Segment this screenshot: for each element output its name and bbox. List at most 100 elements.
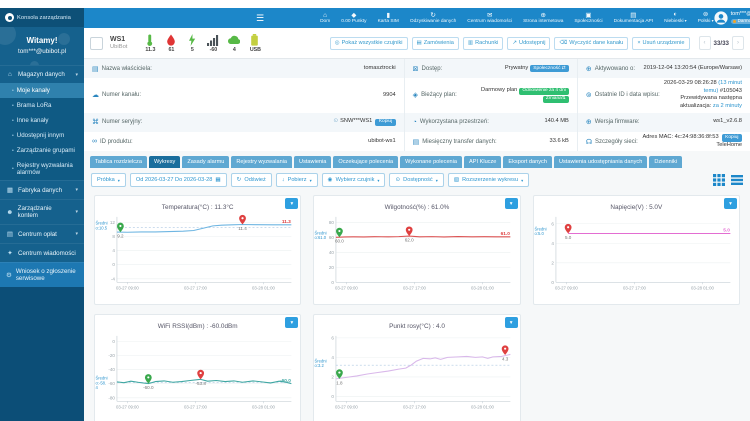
user-menu[interactable]: tom***@ubibot.pl Darmowe ▾ <box>714 11 750 25</box>
nav-item-dokumentacja-api[interactable]: ▤ Dokumentacja API <box>614 11 653 25</box>
tab-eksport-danych[interactable]: Eksport danych <box>503 156 552 169</box>
prev-channel-button[interactable]: ‹ <box>698 36 711 50</box>
sensor-temperature[interactable]: 11.3 <box>144 34 156 53</box>
sidebar-item-fabryka-danych[interactable]: ▦ Fabryka danych ▾ <box>0 180 84 199</box>
chart-collapse-button[interactable]: ▾ <box>504 317 518 329</box>
filter-wybierz-czujnik[interactable]: ◉ Wybierz czujnik ▾ <box>321 173 386 188</box>
nav-item-karta-sim[interactable]: ▮ Karta SIM <box>378 11 399 25</box>
rachunki-button[interactable]: ▥ Rachunki <box>462 36 504 50</box>
sidebar-item-brama-lora[interactable]: • Brama LoRa <box>0 98 84 113</box>
device-checkbox[interactable] <box>90 36 103 50</box>
sidebar-item-rejestry-wyzwalania-alarm-w[interactable]: • Rejestry wyzwalania alarmów <box>0 158 84 180</box>
info-label: ◈ Bieżący plan: <box>412 92 457 100</box>
svg-text:03-27 09:00: 03-27 09:00 <box>335 286 358 291</box>
nav-item-strona-internetowa[interactable]: ⊕ Strona internetowa <box>523 11 563 25</box>
copy-button[interactable]: Kopiuj <box>721 134 742 142</box>
udost-pnij-button[interactable]: ↗ Udostępnij <box>507 36 551 50</box>
tab-oczekuj-ce-polecenia[interactable]: Oczekujące polecenia <box>333 156 399 169</box>
tab-rejestry-wyzwalania[interactable]: Rejestry wyzwalania <box>231 156 293 169</box>
sidebar-item-magazyn-danych[interactable]: ⌂ Magazyn danych ▾ <box>0 65 84 83</box>
sidebar-item-centrum-op-at[interactable]: ▤ Centrum opłat ▾ <box>0 224 84 243</box>
nav-item-dom[interactable]: ⌂ Dom <box>320 11 330 25</box>
nav-item-spo-eczno-ci[interactable]: ▣ Społeczności <box>574 11 602 25</box>
chart-plot-voltage[interactable]: 6 4 2 003-27 09:00 03-27 17:00 03-28 01:00 5.0… <box>534 213 739 295</box>
poka-wszystkie-czujniki-button[interactable]: ◎ Pokaż wszystkie czujniki <box>329 36 408 50</box>
chart-plot-humidity[interactable]: 80 60 40 20 003-27 09:00 03-27 17:00 03-28 01:… <box>314 213 519 295</box>
svg-text:-80: -80 <box>108 396 115 401</box>
chart-plot-temperature[interactable]: 12 8 4 0 -403-27 09:00 03-27 17:00 03-28 01:00… <box>95 213 300 295</box>
chart-collapse-button[interactable]: ▾ <box>285 317 299 329</box>
info-cell-numer-seryjny: ⌘ Numer seryjny: ⊙ SNW***WS1 Kopiuj <box>84 113 404 132</box>
tab-wykonane-polecenia[interactable]: Wykonane polecenia <box>400 156 463 169</box>
tab-api-klucze[interactable]: API Klucze <box>464 156 502 169</box>
svg-text:6: 6 <box>332 336 335 341</box>
grid-view-icon[interactable] <box>713 174 725 187</box>
list-view-icon[interactable] <box>731 174 743 186</box>
sensor-humidity[interactable]: 61 <box>165 34 177 53</box>
copy-button[interactable]: Kopiuj <box>375 118 396 127</box>
tab-ustawienia-udost-pniania-danych[interactable]: Ustawienia udostępniania danych <box>553 156 648 169</box>
theme-icon: ◐ <box>673 11 678 18</box>
info-row: ☁ Numer kanału: 9904 ◈ Bieżący plan: Darmowy … <box>84 78 750 113</box>
chart-title: Punkt rosy(°C) : 4.0 <box>389 323 445 331</box>
chart-collapse-button[interactable]: ▾ <box>723 198 737 210</box>
sidebar-item-zarz-dzanie-grupami[interactable]: • Zarządzanie grupami <box>0 143 84 158</box>
nav-item-label: Dom <box>320 18 331 24</box>
tab-wykresy[interactable]: Wykresy <box>148 156 181 169</box>
sidebar-item-wniosek-o-zg-oszenie-serwisowe[interactable]: ⚙ Wniosek o zgłoszenie serwisowe <box>0 262 84 287</box>
download-icon: ↓ <box>281 177 285 184</box>
sensor-cloud[interactable]: 4 <box>228 34 241 53</box>
tab-ustawienia[interactable]: Ustawienia <box>294 156 332 169</box>
sensor-value: 61 <box>168 46 175 53</box>
sidebar-item-moje-kana-y[interactable]: • Moje kanały <box>0 83 84 98</box>
chart-plot-dew-point[interactable]: 6 4 2 0 03-27 09:00 03-27 17:00 03-28 01:00 1.8… <box>314 332 519 414</box>
tab-zasady-alarmu[interactable]: Zasady alarmu <box>182 156 230 169</box>
sidebar-item-zarz-dzanie-kontem[interactable]: ☻ Zarządzanie kontem ▾ <box>0 199 84 224</box>
menu-toggle-icon[interactable]: ☰ <box>256 12 265 23</box>
filter-dost-pno[interactable]: ⊙ Dostępność ▾ <box>389 173 444 188</box>
sensor-wifi-rssi[interactable]: -60 <box>207 34 219 53</box>
nav-item-odzyskiwanie-danych[interactable]: ↻ Odzyskiwanie danych <box>410 11 456 25</box>
sensor-battery[interactable]: USB <box>249 33 261 53</box>
home-icon: ⌂ <box>8 71 12 78</box>
svg-text:03-27 17:00: 03-27 17:00 <box>184 286 207 291</box>
filter-od-2026-03-27-do-2026-03-28[interactable]: Od 2026-03-27 Do 2026-03-28 ▦ <box>129 173 227 188</box>
svg-text:03-27 17:00: 03-27 17:00 <box>403 405 426 410</box>
filter-rozszerzenie-wykresu[interactable]: ▧ Rozszerzenie wykresu ▾ <box>447 173 530 188</box>
filter-od-wie[interactable]: ↻ Odśwież <box>230 173 272 188</box>
sidebar-item-udost-pnij-innym[interactable]: • Udostępnij innym <box>0 128 84 143</box>
sidebar-item-label: Centrum opłat <box>18 230 57 238</box>
button-label: Usuń urządzenie <box>642 40 685 46</box>
chart-collapse-button[interactable]: ▾ <box>285 198 299 210</box>
chart-collapse-button[interactable]: ▾ <box>504 198 518 210</box>
sidebar-item-label: Udostępnij innym <box>16 132 65 139</box>
svg-text:Średni: Średni <box>95 376 107 381</box>
nav-item-polski[interactable]: ⊚ Polski ▾ <box>698 11 714 25</box>
tab-tablica-rozdzielcza[interactable]: Tablica rozdzielcza <box>90 156 147 169</box>
sidebar-item-centrum-wiadomo-ci[interactable]: ✦ Centrum wiadomości <box>0 243 84 262</box>
tab-dzienniki[interactable]: Dzienniki <box>649 156 683 169</box>
usu-urz-dzenie-button[interactable]: × Usuń urządzenie <box>632 36 690 50</box>
next-channel-button[interactable]: › <box>732 36 744 50</box>
zam-wienia-button[interactable]: ▤ Zamówienia <box>411 36 459 50</box>
badge-odnowienie-za-4-dni[interactable]: Odnowienie za 4 dni <box>519 87 569 96</box>
badge-zmiana[interactable]: Zmiana⇅ <box>542 95 569 104</box>
wyczy-dane-kana-u-button[interactable]: ⌫ Wyczyść dane kanału <box>554 36 629 50</box>
sidebar-item-inne-kana-y[interactable]: • Inne kanały <box>0 113 84 128</box>
filter-pr-bka[interactable]: Próbka ▾ <box>91 173 126 188</box>
filter-pobierz[interactable]: ↓ Pobierz ▾ <box>275 173 318 188</box>
value-text: #105043 <box>718 87 742 94</box>
sensor-voltage[interactable]: 5 <box>186 33 198 53</box>
reveal-eye-icon[interactable]: ⊙ <box>333 118 339 125</box>
billing-icon: ▤ <box>6 231 14 238</box>
value-text: Przewidywana następna aktualizacja: <box>680 95 742 110</box>
badge-spo-eczno[interactable]: Społeczność ⇄ <box>530 65 569 73</box>
svg-text:4: 4 <box>112 249 115 254</box>
bullet-icon: • <box>12 132 14 139</box>
nav-item-niebieski[interactable]: ◐ Niebieski ▾ <box>664 11 687 25</box>
bullet-icon: • <box>12 147 14 154</box>
nav-item-0-00-punkty[interactable]: ◆ 0.00 Punkty <box>341 11 366 25</box>
filters: Próbka ▾ Od 2026-03-27 Do 2026-03-28 ▦ ↻ Odśw… <box>91 173 530 188</box>
nav-item-centrum-wiadomo-ci[interactable]: ✉ Centrum wiadomości <box>467 11 512 25</box>
